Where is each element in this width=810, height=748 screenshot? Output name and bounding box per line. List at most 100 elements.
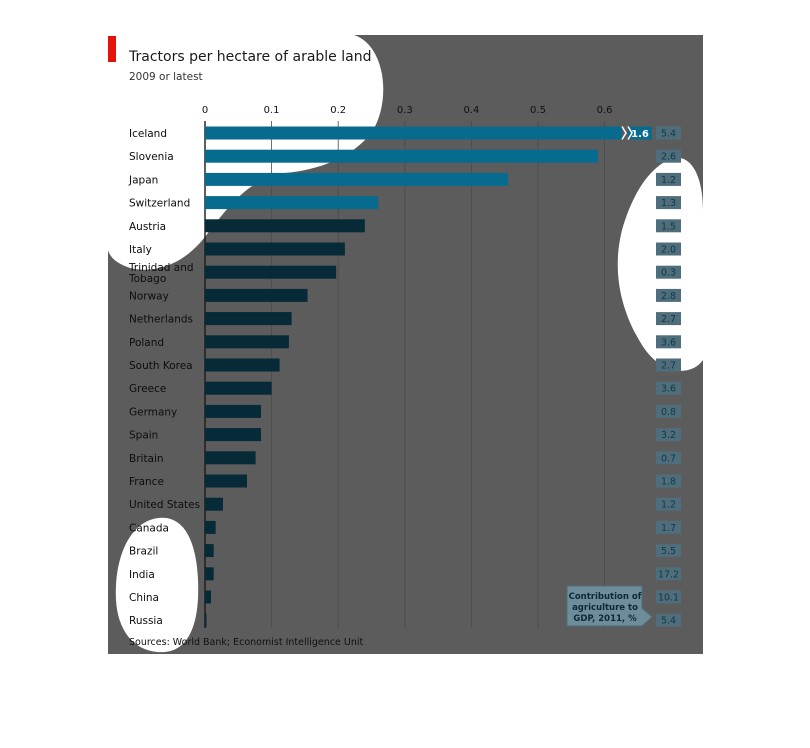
axis-break-marker — [621, 126, 633, 140]
x-tick-label: 0.4 — [463, 105, 479, 116]
bar — [205, 567, 214, 581]
gdp-value-box — [656, 567, 681, 581]
gdp-value-box — [656, 497, 681, 511]
x-tick-label: 0.3 — [397, 105, 413, 116]
gdp-value-box — [656, 172, 681, 186]
category-labels: Iceland Slovenia Japan Switzerland Austria It… — [128, 128, 200, 627]
x-tick-label: 0.6 — [597, 105, 613, 116]
bar — [205, 265, 337, 279]
category-label: Poland — [129, 337, 164, 349]
bar — [205, 242, 345, 256]
bar — [205, 172, 509, 186]
gdp-value-label: 2.6 — [661, 152, 676, 163]
category-label: Netherlands — [129, 314, 193, 326]
category-label: Brazil — [129, 546, 158, 558]
category-label: India — [129, 569, 155, 581]
gdp-value-box — [656, 242, 681, 256]
gdp-value-box — [656, 126, 681, 140]
gdp-value-box — [656, 312, 681, 326]
x-tick-label: 0.5 — [530, 105, 546, 116]
gdp-value-box — [656, 219, 681, 233]
bar — [205, 520, 216, 534]
gdp-value-label: 3.6 — [661, 384, 676, 395]
gdp-value-label: 3.6 — [661, 337, 676, 348]
gdp-value-box — [656, 520, 681, 534]
category-label: Greece — [129, 383, 166, 395]
gdp-value-label: 1.2 — [661, 175, 676, 186]
gdp-value-box — [656, 451, 681, 465]
gdp-value-label: 0.8 — [661, 407, 676, 418]
bar — [205, 428, 261, 442]
gdp-value-box — [656, 358, 681, 372]
source-note: Sources: World Bank; Economist Intellige… — [129, 637, 363, 648]
gdp-value-box — [656, 590, 681, 604]
bar — [205, 404, 261, 418]
gdp-value-box — [656, 404, 681, 418]
gdp-value-box — [656, 381, 681, 395]
gdp-value-box — [656, 265, 681, 279]
gdp-value-label: 1.5 — [661, 221, 676, 232]
bar — [205, 288, 308, 302]
gdp-value-box — [656, 544, 681, 558]
x-tick-label: 0 — [202, 105, 208, 116]
bar-continuation — [628, 126, 652, 140]
category-label: Trinidad and — [128, 262, 194, 274]
category-label: Norway — [129, 290, 169, 302]
category-label: Germany — [129, 406, 177, 418]
gdp-value-label: 2.7 — [661, 314, 676, 325]
blob-right — [617, 157, 703, 371]
category-label: Italy — [129, 244, 152, 256]
category-label: Spain — [129, 430, 158, 442]
category-label: China — [129, 592, 159, 604]
gdp-value-label: 1.2 — [661, 500, 676, 511]
gdp-value-label: 5.5 — [661, 546, 676, 557]
bar — [205, 474, 247, 488]
bar — [205, 590, 211, 604]
gdp-value-label: 1.8 — [661, 477, 676, 488]
category-label: Slovenia — [129, 151, 174, 163]
x-tick-label: 0.2 — [330, 105, 346, 116]
category-label: Tobago — [128, 273, 166, 285]
x-axis-ticks: 0 0.1 0.2 0.3 0.4 0.5 0.6 — [202, 105, 613, 116]
gdp-value-label: 2.7 — [661, 361, 676, 372]
gdp-value-label: 5.4 — [661, 616, 676, 627]
gdp-value-label: 2.8 — [661, 291, 676, 302]
bar — [205, 544, 214, 558]
category-label: Britain — [129, 453, 164, 465]
blob-bottom-left — [115, 517, 199, 653]
category-label: Switzerland — [129, 198, 190, 210]
gdp-column: 5.4 2.6 1.2 1.3 1.5 2.0 0.3 2.8 2.7 3.6 2.7 3.6 0.8 3… — [656, 126, 681, 627]
gdp-value-label: 5.4 — [661, 129, 676, 140]
bar — [205, 335, 289, 349]
category-label: South Korea — [129, 360, 193, 372]
bar — [205, 126, 622, 140]
gdp-value-box — [656, 613, 681, 627]
title-accent-bar — [108, 36, 116, 62]
gdp-value-box — [656, 428, 681, 442]
bar — [205, 149, 598, 163]
gdp-value-label: 10.1 — [658, 593, 679, 604]
gdp-value-box — [656, 474, 681, 488]
bar — [205, 613, 207, 627]
gdp-value-label: 3.2 — [661, 430, 676, 441]
gdp-value-label: 1.7 — [661, 523, 676, 534]
category-label: France — [129, 476, 164, 488]
category-label: United States — [129, 499, 200, 511]
gdp-callout-line-1: Contribution of — [569, 592, 642, 602]
chart-title: Tractors per hectare of arable land — [128, 49, 371, 65]
gdp-value-label: 2.0 — [661, 245, 676, 256]
category-label: Japan — [128, 174, 158, 186]
category-label: Russia — [129, 615, 163, 627]
bar — [205, 312, 292, 326]
x-tick-label: 0.1 — [264, 105, 280, 116]
gdp-value-label: 17.2 — [658, 569, 679, 580]
bar — [205, 219, 365, 233]
bar — [205, 196, 379, 210]
gdp-callout-line-2: agriculture to — [572, 603, 638, 613]
bar — [205, 451, 256, 465]
gdp-value-box — [656, 196, 681, 210]
category-label: Iceland — [129, 128, 167, 140]
bar — [205, 497, 223, 511]
gdp-value-label: 1.3 — [661, 198, 676, 209]
